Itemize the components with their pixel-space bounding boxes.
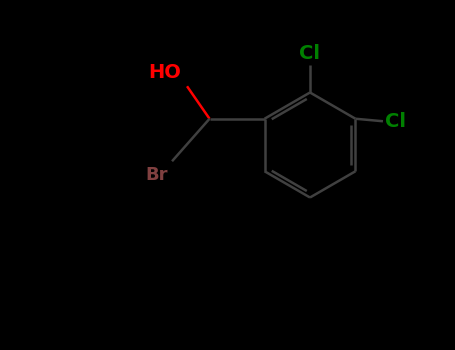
Text: Br: Br — [146, 166, 168, 184]
Text: HO: HO — [148, 63, 181, 82]
Text: Cl: Cl — [299, 43, 320, 63]
Text: Cl: Cl — [385, 112, 406, 131]
